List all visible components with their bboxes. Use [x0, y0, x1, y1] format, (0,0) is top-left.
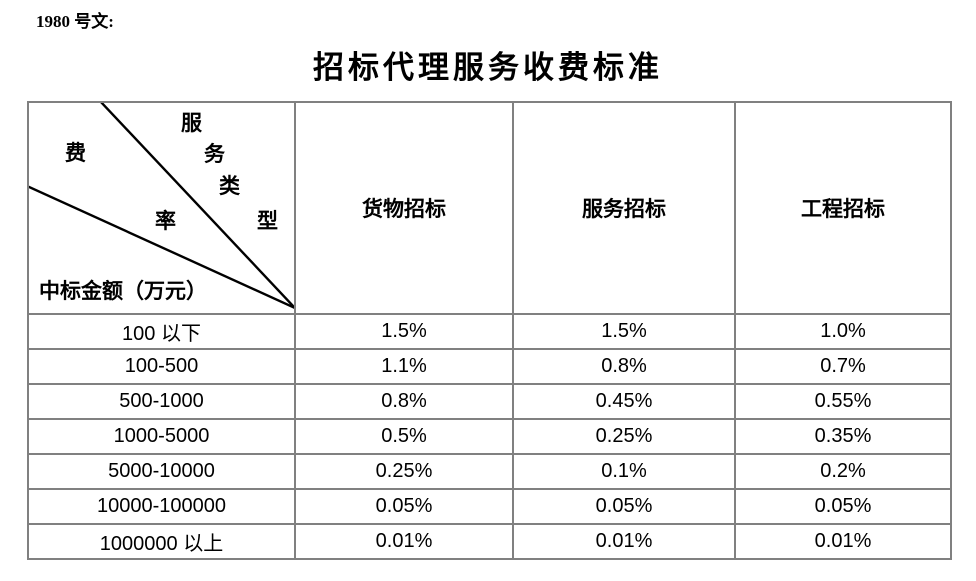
goods-rate: 0.5% — [296, 420, 514, 455]
goods-rate: 0.8% — [296, 385, 514, 420]
row-label: 1000000 以上 — [29, 525, 296, 560]
goods-rate: 1.1% — [296, 350, 514, 385]
type-label-char: 型 — [257, 209, 278, 233]
goods-rate: 0.25% — [296, 455, 514, 490]
diagonal-split-lines — [29, 103, 294, 309]
engineering-rate: 0.01% — [736, 525, 952, 560]
service-rate: 0.1% — [514, 455, 736, 490]
engineering-rate: 1.0% — [736, 315, 952, 350]
row-label: 500-1000 — [29, 385, 296, 420]
row-label: 1000-5000 — [29, 420, 296, 455]
column-header-service: 服务招标 — [514, 103, 736, 315]
page-title: 招标代理服务收费标准 — [313, 50, 663, 85]
service-rate: 1.5% — [514, 315, 736, 350]
service-rate: 0.8% — [514, 350, 736, 385]
engineering-rate: 0.05% — [736, 490, 952, 525]
goods-rate: 0.01% — [296, 525, 514, 560]
fee-table: 服 务 类 型 费 率 中标金额（万元） 货物招标 服务招标 工程招标 100 … — [27, 101, 952, 560]
engineering-rate: 0.35% — [736, 420, 952, 455]
goods-rate: 1.5% — [296, 315, 514, 350]
diagonal-header-cell: 服 务 类 型 费 率 中标金额（万元） — [29, 103, 296, 315]
type-label-char: 务 — [204, 142, 225, 166]
row-label: 10000-100000 — [29, 490, 296, 525]
service-rate: 0.45% — [514, 385, 736, 420]
goods-rate: 0.05% — [296, 490, 514, 525]
service-rate: 0.01% — [514, 525, 736, 560]
engineering-rate: 0.55% — [736, 385, 952, 420]
engineering-rate: 0.2% — [736, 455, 952, 490]
service-rate: 0.25% — [514, 420, 736, 455]
service-rate: 0.05% — [514, 490, 736, 525]
rate-label-char: 率 — [155, 209, 176, 233]
doc-reference: 1980 号文: — [36, 12, 114, 31]
row-label: 100 以下 — [29, 315, 296, 350]
rate-label-char: 费 — [65, 141, 86, 165]
engineering-rate: 0.7% — [736, 350, 952, 385]
type-label-char: 类 — [219, 174, 240, 198]
column-header-engineering: 工程招标 — [736, 103, 952, 315]
amount-axis-label: 中标金额（万元） — [39, 279, 207, 303]
column-header-goods: 货物招标 — [296, 103, 514, 315]
row-label: 5000-10000 — [29, 455, 296, 490]
row-label: 100-500 — [29, 350, 296, 385]
type-label-char: 服 — [181, 111, 202, 135]
